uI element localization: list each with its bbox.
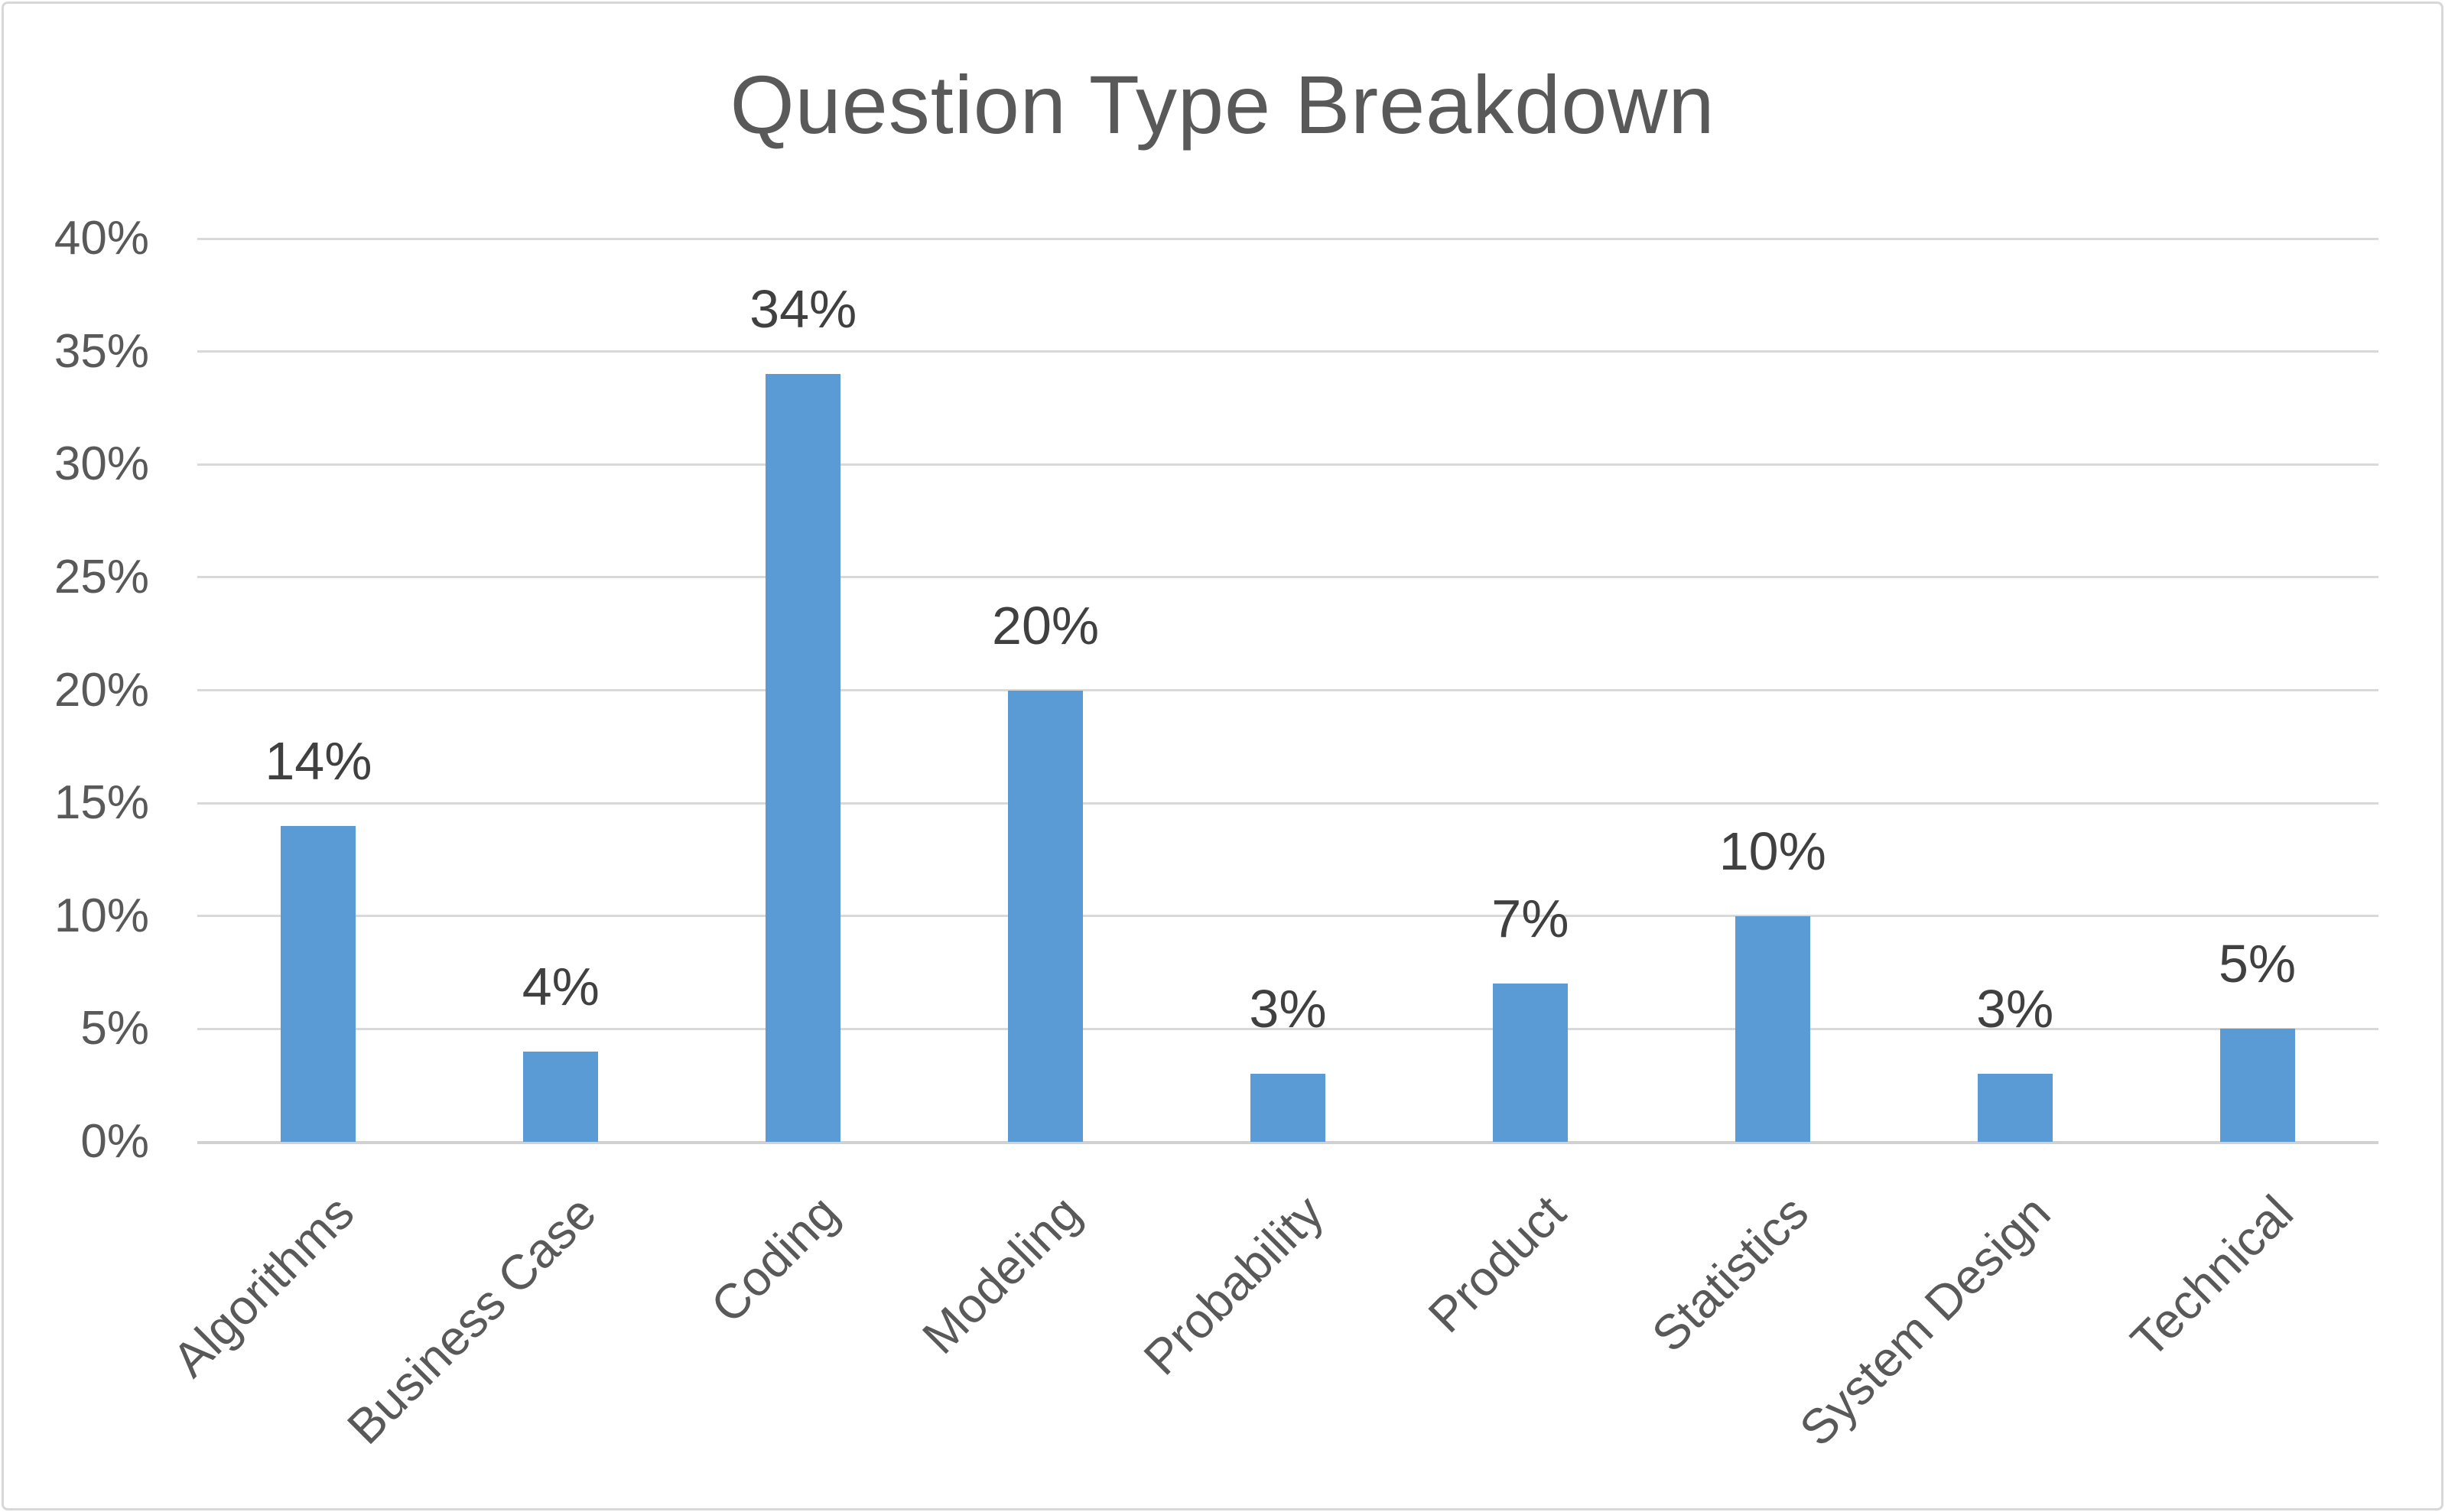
data-label-product: 7% — [1491, 889, 1569, 949]
x-axis-line — [197, 1140, 2378, 1144]
data-label-modeling: 20% — [992, 595, 1100, 655]
y-tick-label-30%: 30% — [54, 437, 149, 491]
gridline-25% — [197, 576, 2378, 579]
data-label-technical: 5% — [2218, 934, 2297, 994]
y-tick-label-20%: 20% — [54, 663, 149, 717]
y-tick-label-0%: 0% — [80, 1115, 149, 1168]
gridline-5% — [197, 1027, 2378, 1030]
data-label-algorithms: 14% — [265, 730, 372, 791]
data-label-business-case: 4% — [522, 956, 600, 1016]
x-category-label-system-design: System Design — [1789, 1185, 2061, 1457]
y-tick-label-25%: 25% — [54, 550, 149, 603]
x-category-label-business-case: Business Case — [337, 1185, 607, 1455]
data-label-statistics: 10% — [1718, 821, 1826, 881]
x-category-label-algorithms: Algorithms — [161, 1185, 365, 1387]
x-category-label-technical: Technical — [2120, 1185, 2304, 1368]
data-label-coding: 34% — [749, 279, 857, 340]
gridline-40% — [197, 237, 2378, 240]
gridline-15% — [197, 802, 2378, 805]
gridline-10% — [197, 915, 2378, 918]
bar-product — [1492, 984, 1568, 1142]
bar-technical — [2219, 1029, 2295, 1142]
gridline-30% — [197, 463, 2378, 466]
bar-business-case — [523, 1051, 599, 1142]
x-category-label-statistics: Statistics — [1640, 1185, 1819, 1363]
x-category-label-product: Product — [1418, 1185, 1576, 1344]
bar-statistics — [1735, 915, 1810, 1142]
data-label-probability: 3% — [1249, 979, 1327, 1039]
y-tick-label-15%: 15% — [54, 776, 149, 830]
plot-area: 14% 4% 34% 20% 3% 7% 10% 3% 5% — [197, 237, 2378, 1144]
bar-system-design — [1977, 1074, 2053, 1142]
x-category-label-coding: Coding — [700, 1185, 850, 1334]
y-tick-label-5%: 5% — [80, 1002, 149, 1055]
y-tick-label-40%: 40% — [54, 212, 149, 265]
y-tick-label-35%: 35% — [54, 324, 149, 378]
bar-modeling — [1008, 690, 1084, 1142]
gridline-20% — [197, 689, 2378, 691]
bar-algorithms — [281, 825, 356, 1142]
x-category-label-probability: Probability — [1133, 1185, 1335, 1386]
gridline-35% — [197, 350, 2378, 353]
bar-probability — [1250, 1074, 1325, 1142]
x-category-label-modeling: Modeling — [912, 1185, 1092, 1364]
bar-coding — [766, 374, 841, 1142]
chart-title: Question Type Breakdown — [730, 58, 1715, 151]
data-label-system-design: 3% — [1976, 979, 2054, 1039]
y-tick-label-10%: 10% — [54, 889, 149, 942]
